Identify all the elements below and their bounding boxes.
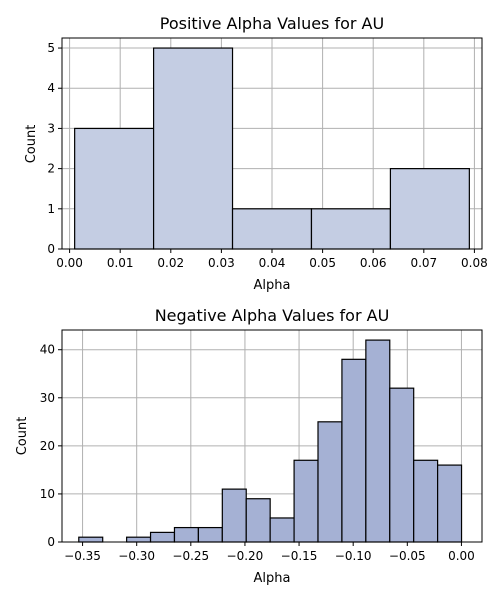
histogram-bar [437, 464, 463, 543]
y-tick-label: 0 [47, 242, 55, 256]
x-tick-label: −0.05 [389, 549, 426, 563]
x-tick-label: 0.01 [107, 256, 134, 270]
histogram-bar [413, 459, 439, 543]
y-tick-label: 2 [47, 162, 55, 176]
x-tick-label: −0.20 [227, 549, 264, 563]
y-tick-label: 40 [40, 343, 55, 357]
histogram-bar [269, 517, 295, 543]
x-tick-label: 0.03 [208, 256, 235, 270]
plot-area-frame [61, 329, 483, 543]
y-axis-label: Count [15, 417, 30, 456]
x-tick-label: 0.06 [360, 256, 387, 270]
x-tick-label: −0.30 [118, 549, 155, 563]
x-axis-label: Alpha [254, 278, 291, 293]
negative-alpha-histogram: Negative Alpha Values for AU −0.35 −0.30 −… [15, 306, 483, 586]
histogram-bar [173, 526, 199, 543]
histogram-bar [78, 536, 104, 543]
histogram-bar [197, 526, 223, 543]
histogram-bar [317, 421, 343, 543]
x-tick-label: 0.04 [259, 256, 286, 270]
x-tick-label: 0.07 [410, 256, 437, 270]
y-tick-label: 4 [47, 81, 55, 95]
x-tick-label: −0.35 [64, 549, 101, 563]
x-tick-label: 0.00 [448, 549, 475, 563]
y-tick-label: 20 [40, 439, 55, 453]
histogram-bar [74, 127, 155, 250]
x-tick-label: −0.10 [335, 549, 372, 563]
positive-alpha-histogram: Positive Alpha Values for AU 0.00 0.01 0.0… [24, 14, 488, 293]
x-tick-label: −0.15 [281, 549, 318, 563]
x-axis-label: Alpha [254, 571, 291, 586]
x-tick-label: −0.25 [172, 549, 209, 563]
histogram-bar [149, 531, 176, 543]
histogram-bar [221, 488, 247, 543]
histogram-bar [126, 536, 152, 543]
y-tick-label: 30 [40, 391, 55, 405]
histogram-bar [293, 459, 319, 543]
y-tick-label: 10 [40, 487, 55, 501]
histogram-bar [231, 208, 313, 250]
y-tick-label: 1 [47, 202, 55, 216]
histogram-bar [365, 339, 391, 543]
x-tick-label: 0.02 [157, 256, 184, 270]
y-tick-label: 3 [47, 121, 55, 135]
y-axis-label: Count [24, 125, 39, 164]
histogram-bar [152, 47, 234, 250]
y-tick-label: 0 [47, 535, 55, 549]
histogram-bar [341, 358, 367, 543]
histogram-bar [389, 387, 415, 543]
chart-title: Positive Alpha Values for AU [160, 14, 384, 33]
histogram-bar [245, 498, 271, 543]
y-tick-label: 5 [47, 41, 55, 55]
x-tick-label: 0.08 [461, 256, 488, 270]
histogram-bar [310, 208, 392, 250]
histogram-bar [389, 168, 470, 250]
x-tick-label: 0.05 [309, 256, 336, 270]
chart-title: Negative Alpha Values for AU [155, 306, 390, 325]
x-tick-label: 0.00 [56, 256, 83, 270]
